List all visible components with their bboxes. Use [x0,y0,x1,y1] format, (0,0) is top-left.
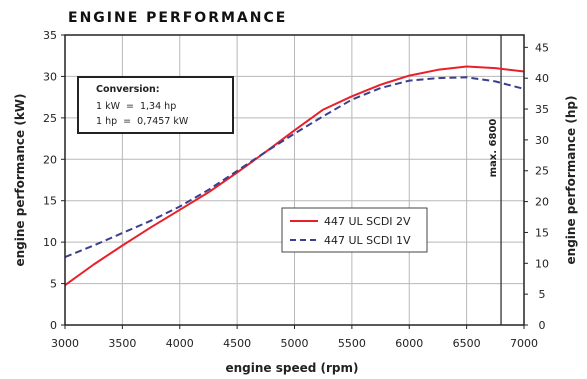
max-rpm-label: max. 6800 [488,119,499,178]
y-axis-left-title: engine performance (kW) [13,93,27,266]
legend-label-2v: 447 UL SCDI 2V [324,215,411,228]
x-axis-ticks: 3000 3500 4000 4500 5000 5500 6000 6500 7000 [51,325,538,350]
conversion-hp-to-kw: 1 hp = 0,7457 kW [96,116,189,127]
y-right-tick-label: 20 [535,196,549,209]
x-tick-label: 4500 [223,337,251,350]
x-tick-label: 6000 [395,337,423,350]
y-left-tick-label: 5 [50,278,57,291]
y-left-tick-label: 10 [43,236,57,249]
series-lines [64,65,525,287]
x-tick-label: 3000 [51,337,79,350]
y-left-tick-label: 35 [43,29,57,42]
chart-title: ENGINE PERFORMANCE [68,10,287,26]
max-rpm-marker: max. 6800 [488,35,502,325]
y-left-tick-label: 15 [43,195,57,208]
y-left-tick-label: 25 [43,112,57,125]
y-axis-left-ticks: 0 5 10 15 20 25 30 35 [43,29,65,332]
y-right-tick-label: 5 [539,288,546,301]
y-axis-right-ticks: 0 5 10 15 20 25 30 35 40 45 [524,41,549,332]
y-right-tick-label: 40 [535,72,549,85]
series-line-1v [64,76,525,259]
legend: 447 UL SCDI 2V 447 UL SCDI 1V [281,207,428,253]
x-tick-label: 7000 [510,337,538,350]
y-right-tick-label: 30 [535,134,549,147]
x-tick-label: 6500 [453,337,481,350]
x-tick-label: 5000 [281,337,309,350]
y-right-tick-label: 45 [535,41,549,54]
conversion-box: Conversion: 1 kW = 1,34 hp 1 hp = 0,7457… [77,76,234,134]
conversion-title: Conversion: [96,84,160,95]
y-right-tick-label: 25 [535,165,549,178]
y-right-tick-label: 35 [535,103,549,116]
y-right-tick-label: 10 [535,257,549,270]
x-tick-label: 3500 [108,337,136,350]
series-line-2v [64,65,525,287]
conversion-kw-to-hp: 1 kW = 1,34 hp [96,101,176,112]
x-tick-label: 4000 [166,337,194,350]
y-axis-right-title: engine performance (hp) [564,96,578,265]
y-right-tick-label: 15 [535,226,549,239]
legend-label-1v: 447 UL SCDI 1V [324,234,411,247]
y-left-tick-label: 30 [43,70,57,83]
x-axis-title: engine speed (rpm) [225,361,358,375]
x-tick-label: 5500 [338,337,366,350]
y-left-tick-label: 0 [50,319,57,332]
y-left-tick-label: 20 [43,153,57,166]
y-right-tick-label: 0 [539,319,546,332]
